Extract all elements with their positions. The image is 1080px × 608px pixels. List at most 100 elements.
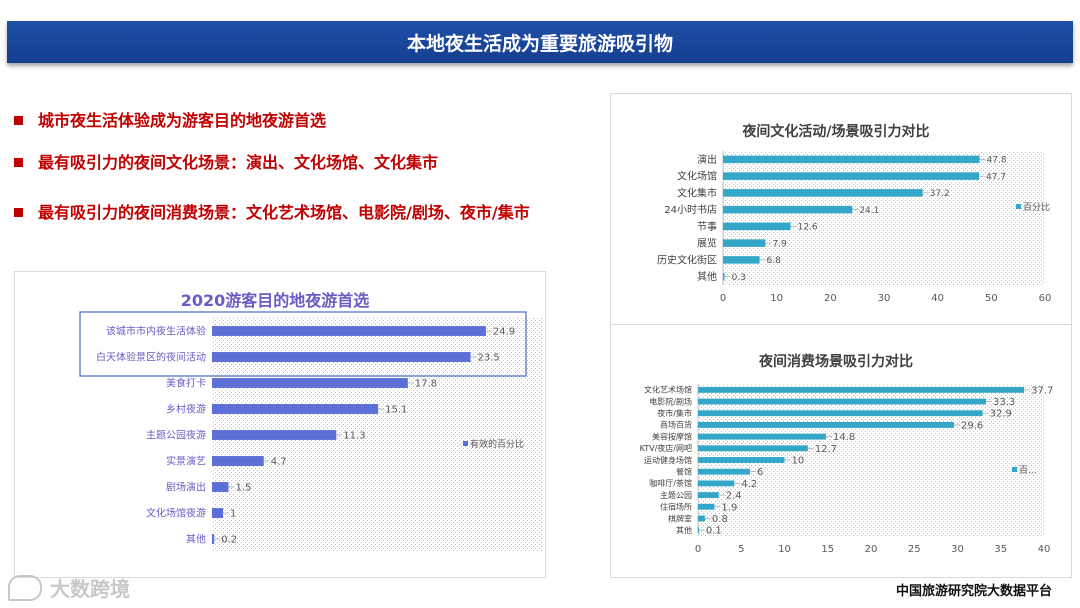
bar <box>212 378 408 388</box>
legend-swatch <box>463 441 468 446</box>
category-label: 实景演艺 <box>166 455 206 468</box>
data-label: 23.5 <box>478 353 500 364</box>
bar <box>723 205 853 214</box>
x-tick-label: 40 <box>1038 544 1051 555</box>
category-label: 运动健身场馆 <box>644 455 692 465</box>
legend-swatch <box>1012 467 1017 472</box>
bar <box>698 468 750 475</box>
data-label: 33.3 <box>993 397 1015 408</box>
data-label: 0.1 <box>706 526 722 537</box>
legend-label: 百... <box>1019 465 1037 476</box>
bullet-list: 城市夜生活体验成为游客目的地夜游首选 最有吸引力的夜间文化场景：演出、文化场馆、… <box>14 100 594 233</box>
category-label: 住宿场所 <box>660 502 692 512</box>
x-tick-label: 30 <box>951 544 964 555</box>
bar <box>723 189 923 197</box>
bar <box>698 527 699 534</box>
x-tick-label: 15 <box>821 544 834 555</box>
chart-title: 夜间消费场景吸引力对比 <box>758 353 913 370</box>
data-label: 32.9 <box>990 409 1012 420</box>
category-label: 文化艺术场馆 <box>644 385 692 395</box>
category-label: 美食打卡 <box>166 377 206 390</box>
data-label: 4.2 <box>741 479 757 490</box>
chat-bubble-logo-icon <box>8 574 42 601</box>
bar <box>698 515 705 522</box>
category-label: 其他 <box>676 525 692 535</box>
data-label: 7.9 <box>772 239 787 249</box>
bullet-item-2: 最有吸引力的夜间文化场景：演出、文化场馆、文化集市 <box>14 153 594 173</box>
bar <box>698 503 715 510</box>
x-tick-label: 5 <box>738 544 744 555</box>
legend-swatch <box>1016 204 1021 209</box>
x-tick-label: 0 <box>720 293 726 304</box>
x-tick-label: 20 <box>824 293 837 304</box>
category-label: 餐馆 <box>676 466 692 476</box>
data-label: 4.7 <box>271 457 287 468</box>
category-label: 演出 <box>697 153 717 166</box>
category-label: 文化场馆 <box>677 170 717 183</box>
category-label: 其他 <box>697 270 717 283</box>
x-tick-label: 0 <box>695 544 701 555</box>
bar <box>698 480 735 487</box>
data-label: 29.6 <box>961 420 983 431</box>
data-label: 12.7 <box>815 444 837 455</box>
bar <box>723 172 979 180</box>
data-label: 17.8 <box>415 379 437 390</box>
footer-logo: 大数跨境 <box>8 573 130 602</box>
bar <box>212 352 471 362</box>
bar <box>723 222 791 231</box>
category-label: 美容按摩馆 <box>652 431 692 441</box>
data-label: 1 <box>230 509 236 520</box>
bar <box>698 410 983 417</box>
category-label: 夜市/集市 <box>657 408 692 418</box>
bar <box>698 492 719 498</box>
bar <box>698 457 785 463</box>
bullet-item-1: 城市夜生活体验成为游客目的地夜游首选 <box>14 111 594 131</box>
category-label: 展览 <box>697 237 717 250</box>
x-tick-label: 35 <box>994 544 1007 555</box>
bar <box>212 482 229 492</box>
category-label: 24小时书店 <box>664 203 717 216</box>
bar <box>698 433 827 440</box>
category-label: 商场百货 <box>660 420 692 430</box>
bar <box>212 404 379 414</box>
category-label: 该城市市内夜生活体验 <box>106 325 206 338</box>
legend-label: 有效的百分比 <box>470 438 524 450</box>
slide-title-bar: 本地夜生活成为重要旅游吸引物 <box>7 21 1073 63</box>
data-label: 0.2 <box>221 535 237 546</box>
bar <box>698 422 955 428</box>
right-bottom-chart-panel: 夜间消费场景吸引力对比 文化艺术场馆 37.7 电影院/剧场 33.3 夜市/集市 32.9… <box>610 324 1072 578</box>
x-tick-label: 10 <box>770 293 783 304</box>
bar <box>212 456 264 466</box>
data-label: 10 <box>792 456 805 467</box>
bar <box>698 386 1025 393</box>
x-tick-label: 25 <box>908 544 921 555</box>
bar <box>723 239 766 247</box>
data-label: 24.1 <box>859 206 879 216</box>
bullet-item-3: 最有吸引力的夜间消费场景：文化艺术场馆、电影院/剧场、夜市/集市 <box>14 193 594 233</box>
x-tick-label: 60 <box>1039 293 1052 304</box>
category-label: 其他 <box>186 533 206 546</box>
data-label: 1.5 <box>236 483 252 494</box>
chart-title: 夜间文化活动/场景吸引力对比 <box>741 123 929 140</box>
category-label: 文化集市 <box>677 186 717 199</box>
chart-title: 2020游客目的地夜游首选 <box>181 291 370 310</box>
bar <box>698 398 987 405</box>
data-label: 12.6 <box>798 223 818 233</box>
data-label: 11.3 <box>343 431 365 442</box>
x-tick-label: 10 <box>778 544 791 555</box>
data-label: 15.1 <box>385 405 407 416</box>
category-label: KTV/夜店/网吧 <box>640 443 692 453</box>
data-label: 37.2 <box>930 189 950 199</box>
highlight-box <box>79 311 527 377</box>
category-label: 乡村夜游 <box>166 403 206 416</box>
bar <box>212 430 337 440</box>
bar <box>212 326 486 336</box>
category-label: 历史文化街区 <box>657 253 717 266</box>
legend-label: 百分比 <box>1023 201 1050 213</box>
bar <box>723 272 725 281</box>
data-label: 6 <box>757 467 763 478</box>
bar <box>212 508 223 518</box>
